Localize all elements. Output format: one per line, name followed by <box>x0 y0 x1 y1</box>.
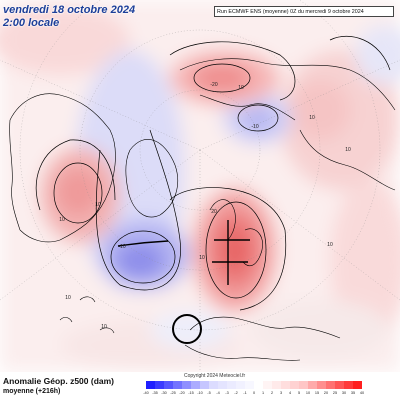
legend-swatch <box>245 381 254 389</box>
legend-swatch <box>281 381 290 389</box>
contour-label: 10 <box>238 85 244 91</box>
contour-label: -10 <box>251 124 259 130</box>
copyright: Copyright 2024 Meteociel.fr <box>184 373 246 379</box>
contour-label: -10 <box>118 244 126 250</box>
legend-tick-label: -35 <box>152 391 158 395</box>
run-info-text: Run ECMWF ENS (moyenne) 0Z du mercredi 9… <box>217 9 364 15</box>
legend-swatch <box>209 381 218 389</box>
contour-label: 10 <box>101 324 107 330</box>
forecast-time: 2:00 locale <box>3 17 60 29</box>
legend-tick-label: 0 <box>252 391 256 395</box>
legend-tick-label: -2 <box>234 391 238 395</box>
legend-swatch <box>182 381 191 389</box>
forecast-subtitle: moyenne (+216h) <box>3 388 61 395</box>
legend-swatch <box>191 381 200 389</box>
legend-swatch <box>353 381 362 389</box>
legend-tick-label: -20 <box>179 391 185 395</box>
legend-tick-label: -5 <box>207 391 211 395</box>
legend-swatch <box>344 381 353 389</box>
legend-swatch <box>173 381 182 389</box>
legend-tick-label: -3 <box>225 391 229 395</box>
legend-ticks: -40 -35 -30 -25 -20 -15 -10 -5 -4 -3 -2 -1 0 1 2 3 4 5 10 1… <box>143 391 365 397</box>
legend-tick-label: -40 <box>143 391 149 395</box>
legend-tick-label: -30 <box>161 391 167 395</box>
highlight-circle <box>172 314 202 344</box>
legend-tick-label: 4 <box>288 391 292 395</box>
contour-label: 10 <box>95 202 101 208</box>
legend-tick-label: -25 <box>170 391 176 395</box>
variable-label: Anomalie Géop. z500 (dam) <box>3 376 114 386</box>
legend-swatch <box>326 381 335 389</box>
legend-swatch <box>290 381 299 389</box>
legend-tick-label: -10 <box>197 391 203 395</box>
legend-tick-label: 1 <box>261 391 265 395</box>
contour-label: 10 <box>327 242 333 248</box>
legend-swatch <box>254 381 263 389</box>
legend-swatch <box>200 381 209 389</box>
legend-tick-label: 2 <box>270 391 274 395</box>
legend-swatch <box>263 381 272 389</box>
contour-lines <box>36 36 391 311</box>
legend-tick-label: 3 <box>279 391 283 395</box>
legend-tick-label: 15 <box>314 391 320 395</box>
run-info-box: Run ECMWF ENS (moyenne) 0Z du mercredi 9… <box>214 6 394 17</box>
legend-tick-label: -4 <box>216 391 220 395</box>
legend-swatch <box>155 381 164 389</box>
axes-lines <box>117 220 250 285</box>
color-legend <box>146 381 362 389</box>
legend-tick-label: -15 <box>188 391 194 395</box>
contour-label: 10 <box>59 217 65 223</box>
legend-swatch <box>236 381 245 389</box>
coastlines <box>9 58 396 361</box>
contour-label: 20 <box>211 209 217 215</box>
legend-swatch <box>272 381 281 389</box>
legend-swatch <box>308 381 317 389</box>
legend-tick-label: 30 <box>341 391 347 395</box>
legend-swatch <box>299 381 308 389</box>
anomaly-shading <box>0 0 400 372</box>
legend-swatch <box>335 381 344 389</box>
legend-swatch <box>317 381 326 389</box>
legend-tick-label: 5 <box>297 391 301 395</box>
contour-label: 10 <box>65 295 71 301</box>
legend-tick-label: -1 <box>243 391 247 395</box>
legend-swatch <box>164 381 173 389</box>
contour-label: 10 <box>199 255 205 261</box>
legend-swatch <box>218 381 227 389</box>
legend-tick-label: 25 <box>332 391 338 395</box>
legend-tick-label: 40 <box>359 391 365 395</box>
legend-tick-label: 20 <box>323 391 329 395</box>
forecast-date: vendredi 18 octobre 2024 <box>3 4 136 16</box>
legend-swatch <box>146 381 155 389</box>
contour-label: 10 <box>309 115 315 121</box>
legend-tick-label: 10 <box>305 391 311 395</box>
legend-tick-label: 35 <box>350 391 356 395</box>
contour-label: -20 <box>210 82 218 88</box>
legend-swatch <box>227 381 236 389</box>
contour-label: 10 <box>345 147 351 153</box>
